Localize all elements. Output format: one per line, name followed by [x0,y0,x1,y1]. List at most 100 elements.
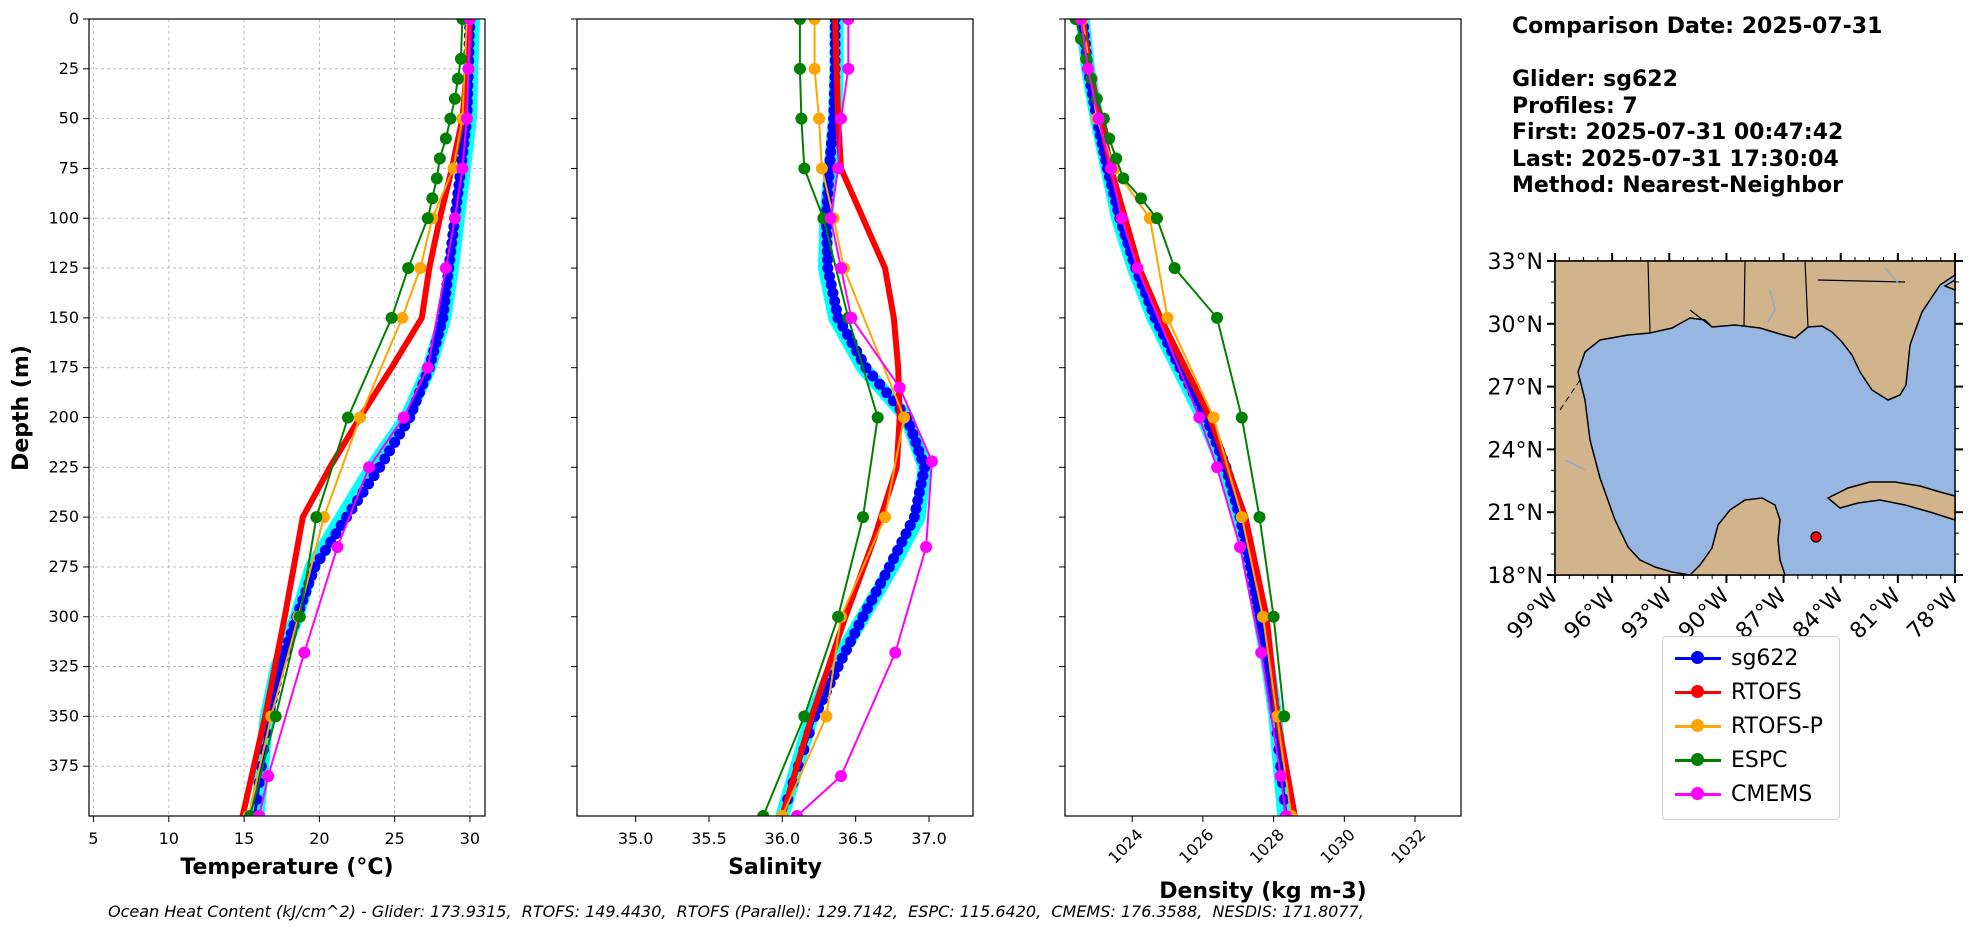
espc-data-point [793,62,806,75]
cmems-data-point [1115,212,1128,225]
sg622-data-point [314,553,326,565]
espc-data-point [385,311,398,324]
espc-data-point [444,112,457,125]
sg622-data-point [827,287,839,299]
sg622-data-point [888,553,900,565]
sg622-data-point [883,561,895,573]
sg622-data-point [874,378,886,390]
sg622-data-point [384,445,396,457]
rtofs-p-data-point [820,710,833,723]
legend-marker [1673,677,1723,707]
sg622-data-point [822,254,834,266]
rtofs-p-data-point [447,162,460,175]
cmems-data-point [842,19,855,25]
x-axis-label: Temperature (°C) [180,855,393,880]
y-tick-label: 25 [59,59,79,78]
sg622-data-point [825,138,837,150]
cmems-data-point [1193,411,1206,424]
map-lon-label: 78°W [1903,583,1964,644]
sg622-data-point [915,478,927,490]
x-tick-label: 35.5 [691,829,727,848]
espc-data-point [426,192,439,205]
sg622-data-point [910,503,922,515]
sg622-data-point [440,287,452,299]
plot-area [1069,19,1298,816]
profile-count: Profiles: 7 [1512,93,1638,119]
espc-data-point [421,212,434,225]
sg622-data-point [407,403,419,415]
sg622-data-point [849,627,861,639]
sg622-data-point [824,154,836,166]
sg622-data-point [432,328,444,340]
sg622-data-point [374,461,386,473]
y-tick-label: 375 [48,756,79,775]
y-tick-label: 200 [48,408,79,427]
sg622-data-point [823,171,835,183]
sg622-data-point [438,304,450,316]
sg622-data-point [836,652,848,664]
x-tick-label: 1026 [1175,825,1217,867]
sg622-data-point [829,295,841,307]
sg622-data-point [319,544,331,556]
sg622-data-point [900,528,912,540]
cmems-data-point [835,770,847,783]
map-lon-label: 81°W [1845,583,1906,644]
rtofs-p-data-point [1257,610,1269,623]
espc-data-point [1253,511,1266,524]
sg622-data-point [853,619,865,631]
rtofs-p-data-point [813,112,825,125]
rtofs-p-data-point [1235,511,1248,524]
sg622-data-point [896,536,908,548]
rtofs-p-data-point [396,311,409,324]
y-tick-label: 250 [48,507,79,526]
map-land-cuba [1826,481,1956,522]
y-tick-label: 325 [48,657,79,676]
espc-data-point [244,810,257,816]
x-tick-label: 1030 [1317,825,1359,867]
y-tick-label: 275 [48,557,79,576]
x-tick-label: 5 [88,829,98,848]
sg622-data-point [845,636,857,648]
legend-marker [1673,745,1723,775]
sg622-data-point [866,594,878,606]
density-panel: 1024 1026 1028 1030 1032 Density (kg m-3) [1059,18,1462,904]
rtofs-p-data-point [879,511,891,524]
sg622-data-point [439,295,451,307]
y-tick-label: 150 [48,308,79,327]
sg622-data-point [857,611,869,623]
sg622-data-point [870,586,882,598]
espc-data-point [832,610,845,623]
espc-data-point [1267,610,1280,623]
sg622-data-point [912,495,924,507]
map-lat-label: 30°N [1488,313,1543,338]
sg622-data-point [824,270,836,282]
rtofs-p-data-point [815,162,828,175]
map-coast-florida-edge [1943,261,1956,292]
espc-data-point [798,710,811,723]
espc-data-point [1135,192,1148,205]
cmems-data-point [842,62,855,75]
sg622-data-point [904,519,916,531]
sg622-data-point [907,428,919,440]
x-tick-label: 35.0 [618,829,654,848]
rtofs-p-data-point [354,411,367,424]
sg622-data-point [330,528,342,540]
map-lat-label: 18°N [1488,564,1543,589]
map-lat-label: 24°N [1488,438,1543,463]
cmems-data-point [1211,461,1224,474]
y-tick-label: 50 [59,109,79,128]
salinity-panel: 35.0 35.5 36.0 36.5 37.0 Salinity [571,18,974,880]
espc-data-point [757,810,770,816]
x-tick-label: 10 [159,829,179,848]
legend-marker [1673,779,1723,809]
sg622-data-point [917,470,929,482]
sg622-data-point [892,544,904,556]
cmems-data-point [925,455,938,468]
rtofs-p-data-point [898,411,911,424]
espc-data-point [454,52,467,65]
sg622-data-point [830,304,842,316]
cmems-data-point [1104,162,1117,175]
glider-name: Glider: sg622 [1512,67,1678,92]
plot-area [757,19,938,816]
